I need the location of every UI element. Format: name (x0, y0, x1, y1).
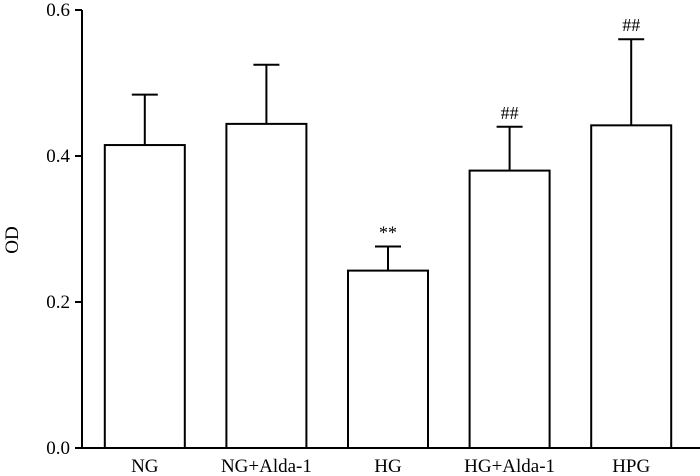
bar (590, 124, 673, 449)
chart-labels: 0.0 0.2 0.4 0.6 NG NG+Alda-1 ** HG ## HG+Alda-1 ##… (46, 0, 650, 476)
x-tick-label: HPG (612, 456, 650, 476)
significance-annotation: ** (379, 223, 397, 243)
x-tick-label: NG (131, 456, 159, 476)
bar (468, 169, 551, 449)
chart-bars (103, 38, 673, 450)
y-tick-label: 0.4 (46, 146, 70, 167)
y-tick-label: 0.0 (46, 438, 70, 459)
y-tick-label: 0.6 (46, 0, 70, 21)
bar (103, 144, 186, 450)
x-tick-label: NG+Alda-1 (221, 456, 312, 476)
x-tick-label: HG (374, 456, 402, 476)
y-tick-label: 0.2 (46, 292, 70, 313)
x-tick-label: HG+Alda-1 (464, 456, 555, 476)
significance-annotation: ## (501, 103, 519, 123)
y-axis-title: OD (2, 226, 23, 253)
bar (347, 269, 429, 449)
bar (225, 122, 308, 449)
significance-annotation: ## (622, 15, 640, 35)
